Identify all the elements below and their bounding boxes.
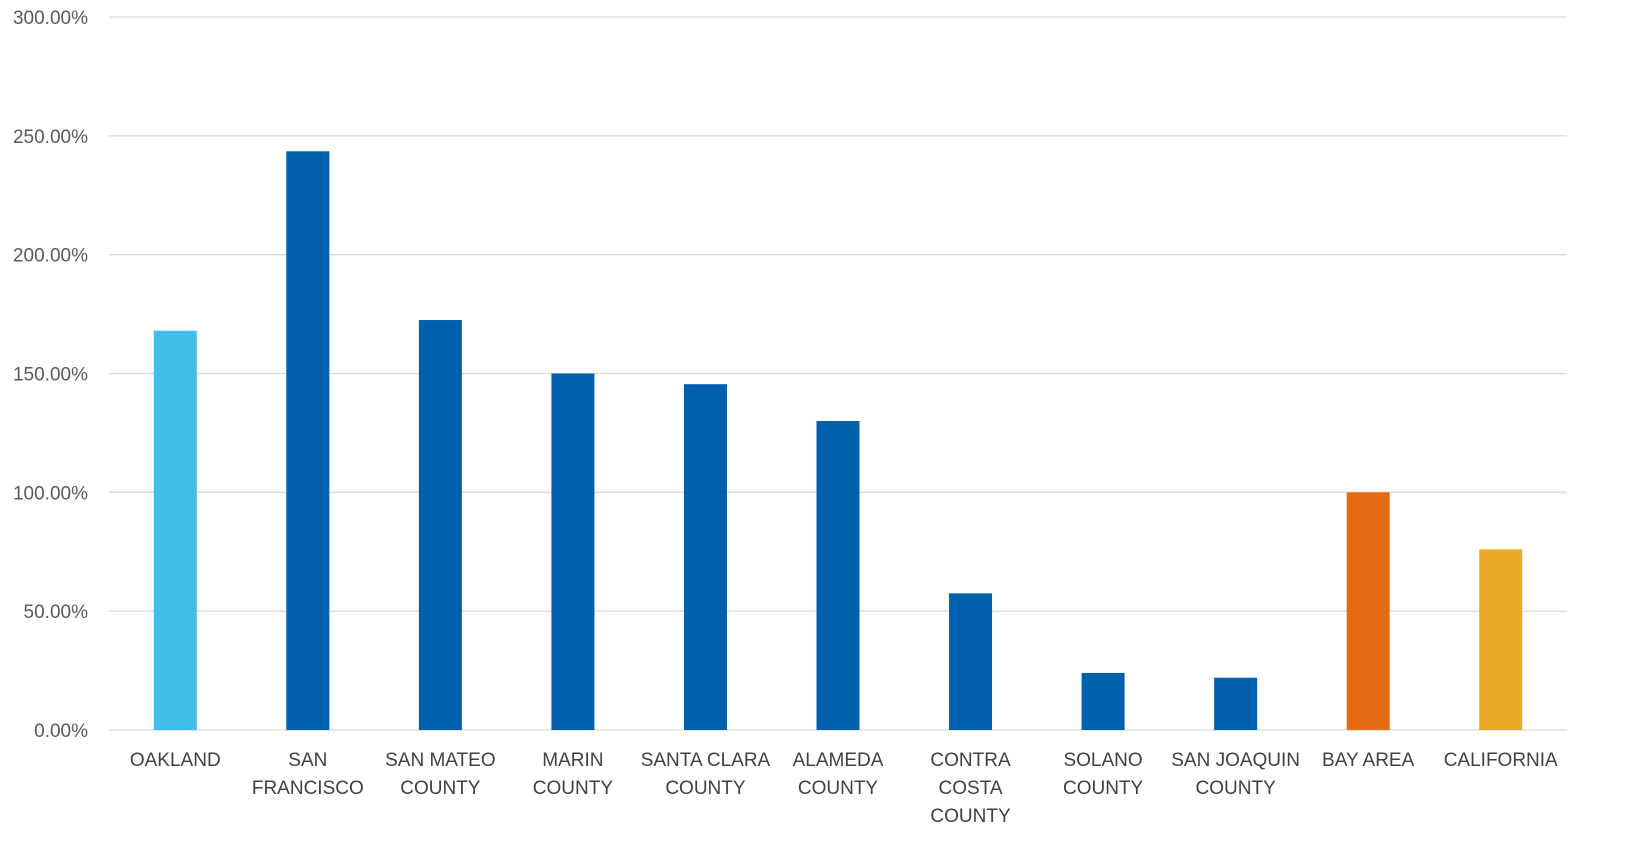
bar: [418, 320, 462, 730]
y-tick-label: 50.00%: [24, 602, 89, 623]
y-tick-label: 0.00%: [34, 721, 88, 742]
bar: [1214, 677, 1258, 730]
bars: [153, 151, 1523, 730]
bar: [816, 421, 860, 730]
x-category-label: COUNTY: [798, 778, 879, 799]
x-category-label: COUNTY: [1196, 778, 1277, 799]
x-category-label: SANTA CLARA: [641, 750, 771, 771]
bar: [1346, 492, 1390, 730]
x-category-label: FRANCISCO: [252, 778, 364, 799]
bar: [683, 384, 727, 730]
bar: [153, 330, 197, 730]
x-category-label: ALAMEDA: [793, 750, 884, 771]
x-category-label: SAN JOAQUIN: [1171, 750, 1300, 771]
x-category-label: MARIN: [542, 750, 603, 771]
x-category-label: COUNTY: [533, 778, 614, 799]
bar: [551, 373, 595, 730]
x-category-label: SAN: [288, 750, 327, 771]
x-category-label: BAY AREA: [1322, 750, 1415, 771]
x-category-label: COUNTY: [930, 806, 1011, 827]
y-tick-label: 150.00%: [13, 365, 88, 386]
bar: [1081, 672, 1125, 730]
x-category-label: OAKLAND: [130, 750, 221, 771]
y-tick-label: 250.00%: [13, 127, 88, 148]
y-tick-label: 100.00%: [13, 483, 88, 504]
x-category-label: SAN MATEO: [385, 750, 496, 771]
x-category-label: COUNTY: [665, 778, 746, 799]
x-category-label: COUNTY: [400, 778, 481, 799]
y-axis-tick-labels: 0.00% 50.00% 100.00% 150.00% 200.00% 250.00% 3…: [13, 8, 88, 742]
bar: [286, 151, 330, 730]
x-category-label: CONTRA: [930, 750, 1011, 771]
x-category-label: SOLANO: [1063, 750, 1142, 771]
bar: [949, 593, 993, 730]
y-tick-label: 200.00%: [13, 246, 88, 267]
x-axis-category-labels: OAKLAND SAN FRANCISCO SAN MATEO COUNTY MARIN C…: [130, 750, 1558, 827]
bar: [1479, 549, 1523, 730]
y-tick-label: 300.00%: [13, 8, 88, 29]
x-category-label: CALIFORNIA: [1444, 750, 1558, 771]
x-category-label: COSTA: [939, 778, 1003, 799]
x-category-label: COUNTY: [1063, 778, 1144, 799]
